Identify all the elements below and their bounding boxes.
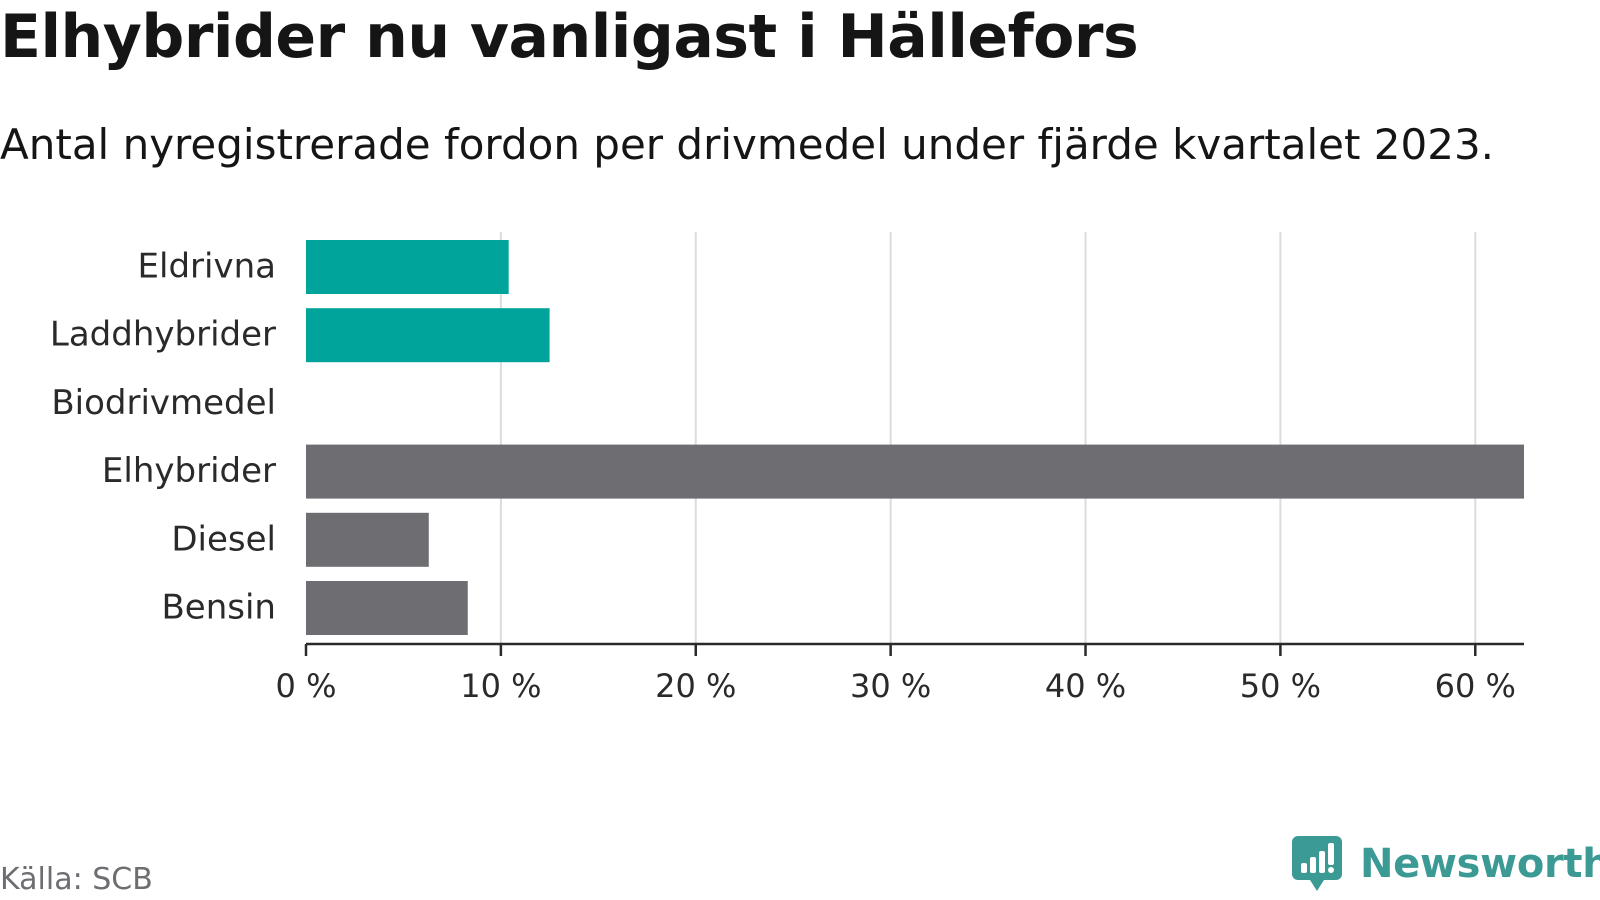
bar — [306, 240, 509, 294]
bar — [306, 512, 429, 567]
source-note: Källa: SCB — [0, 862, 153, 897]
x-tick-label: 20 % — [655, 667, 736, 705]
bar — [306, 444, 1524, 499]
bar — [306, 581, 468, 635]
x-tick-label: 50 % — [1240, 667, 1321, 705]
bar — [306, 308, 550, 363]
bar-chart: Eldrivna Laddhybrider Biodrivmedel Elhybrid… — [50, 232, 1524, 705]
brand-logo: Newsworthy — [1292, 836, 1600, 892]
chart-title: Elhybrider nu vanligast i Hällefors — [0, 2, 1139, 72]
category-label: Elhybrider — [102, 451, 276, 491]
x-tick-label: 10 % — [460, 667, 541, 705]
category-label: Bensin — [161, 588, 276, 628]
category-label: Diesel — [171, 519, 276, 559]
category-label: Laddhybrider — [50, 315, 276, 355]
x-tick-label: 0 % — [276, 667, 337, 705]
chart-subtitle: Antal nyregistrerade fordon per drivmede… — [0, 120, 1495, 169]
category-label: Biodrivmedel — [51, 383, 276, 423]
category-label: Eldrivna — [138, 247, 276, 287]
x-tick-label: 30 % — [850, 667, 931, 705]
x-tick-label: 60 % — [1435, 667, 1516, 705]
x-tick-label: 40 % — [1045, 667, 1126, 705]
brand-name: Newsworthy — [1360, 841, 1600, 887]
newsworthy-logo-icon — [1292, 836, 1342, 891]
